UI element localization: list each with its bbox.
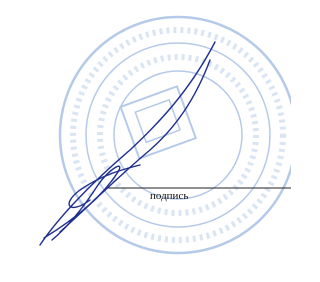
page: подпись (() => { const data = JSON.parse… (0, 0, 320, 282)
signature-label: подпись (150, 190, 188, 202)
document: подпись (0, 0, 291, 282)
stamp (60, 17, 291, 253)
stamp-emblem-inner (135, 100, 180, 142)
stamp-text-band-outer (73, 30, 283, 240)
